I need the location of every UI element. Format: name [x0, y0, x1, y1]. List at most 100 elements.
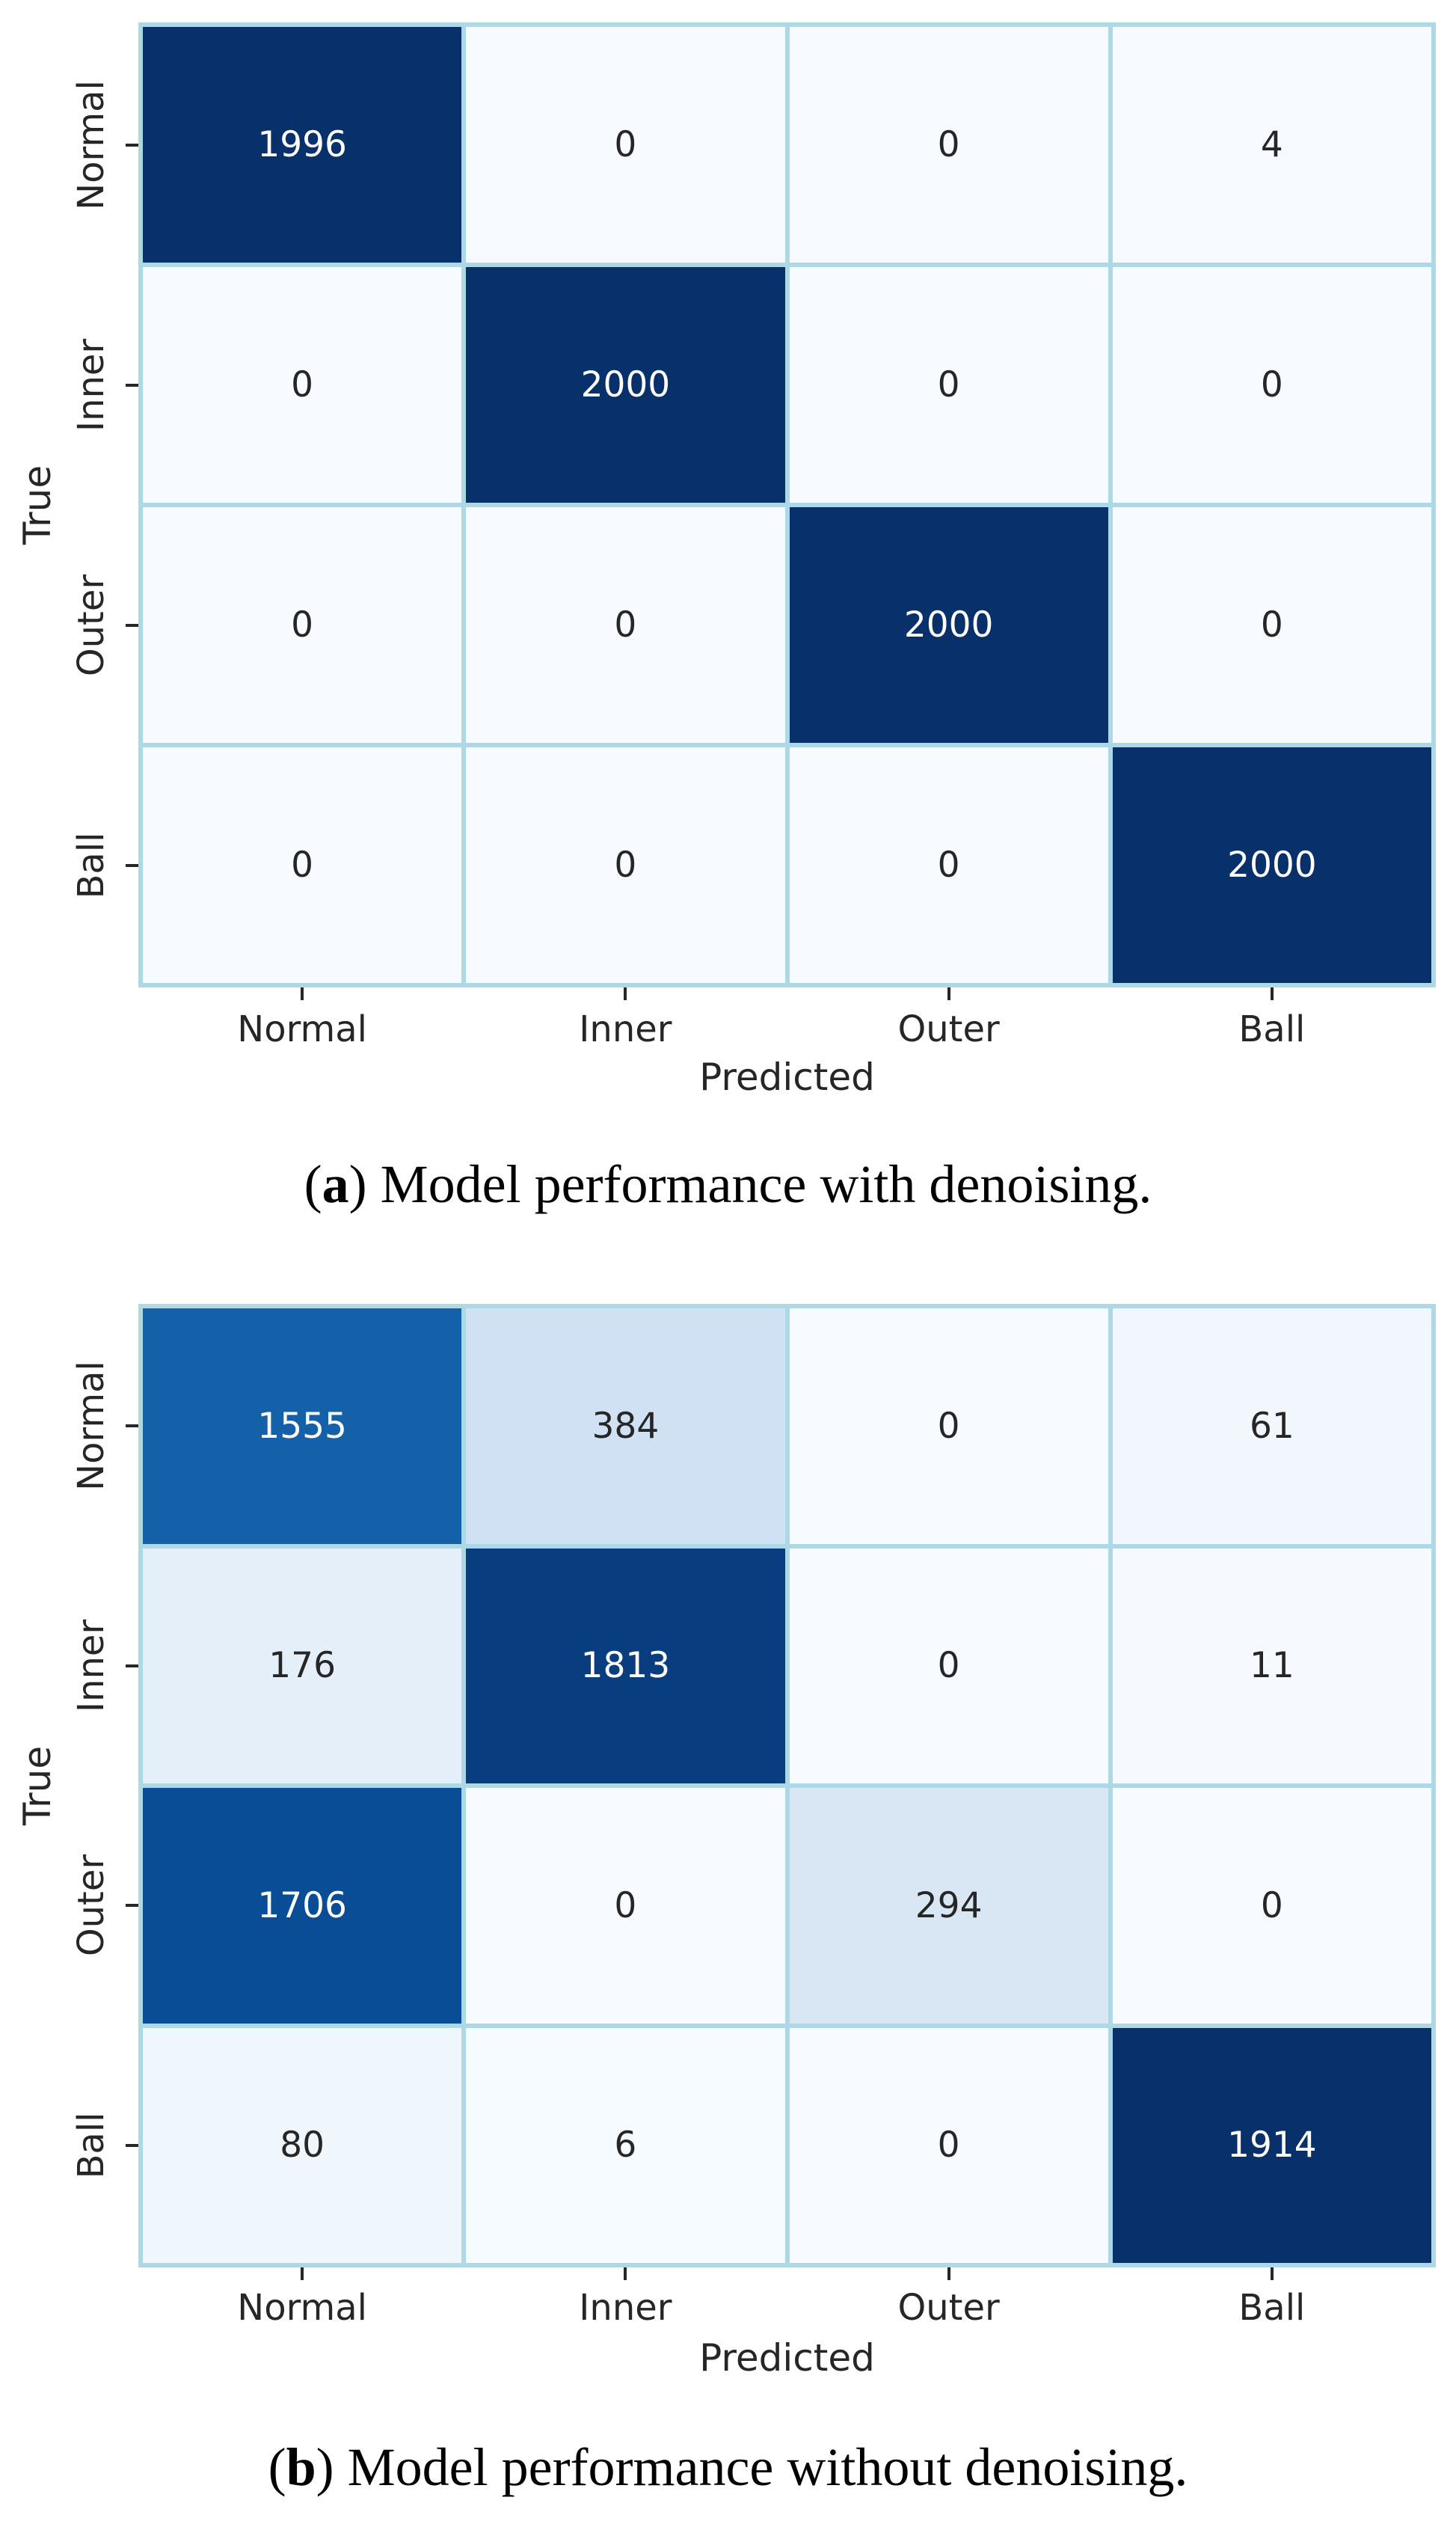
cell-value: 2000 — [1227, 845, 1317, 886]
cell-value: 80 — [280, 2125, 325, 2166]
cell-value: 1914 — [1227, 2125, 1317, 2166]
figure-caption-b: (b) Model performance without denoising. — [0, 2435, 1456, 2499]
heatmap-grid: 1996 0 0 4 0 2000 0 0 0 0 2000 0 0 0 0 2000 — [138, 22, 1436, 987]
y-tick-label: Outer — [70, 1854, 112, 1957]
heatmap-cell: 80 — [143, 2027, 462, 2263]
x-tick-mark — [301, 2267, 304, 2280]
cell-value: 0 — [291, 845, 314, 886]
caption-paren-open: ( — [268, 2436, 286, 2497]
x-tick-mark — [301, 987, 304, 1000]
heatmap-cell: 0 — [143, 267, 462, 503]
y-tick-mark — [126, 383, 138, 387]
caption-paren-close: ) — [316, 2436, 348, 2497]
x-tick-mark — [1270, 987, 1274, 1000]
heatmap-cell: 0 — [789, 267, 1108, 503]
heatmap-cell: 0 — [1112, 1788, 1431, 2024]
cell-value: 294 — [915, 1884, 983, 1926]
y-tick-mark — [126, 143, 138, 147]
cell-value: 0 — [291, 364, 314, 405]
y-tick-label: Ball — [70, 2112, 112, 2179]
heatmap-cell: 0 — [1112, 507, 1431, 743]
cell-value: 4 — [1260, 124, 1283, 165]
x-axis-label: Predicted — [699, 1056, 875, 1099]
cell-value: 0 — [614, 845, 637, 886]
y-tick-mark — [126, 1424, 138, 1428]
x-axis-label: Predicted — [699, 2336, 875, 2380]
heatmap-cell: 1706 — [143, 1788, 462, 2024]
x-tick-mark — [1270, 2267, 1274, 2280]
heatmap-cell: 1813 — [466, 1548, 785, 1783]
cell-value: 0 — [937, 845, 960, 886]
heatmap-cell: 0 — [466, 27, 785, 263]
heatmap-cell: 384 — [466, 1308, 785, 1544]
x-tick-mark — [624, 987, 627, 1000]
heatmap-cell: 0 — [789, 747, 1108, 983]
cell-value: 61 — [1249, 1405, 1294, 1447]
cell-value: 0 — [614, 124, 637, 165]
cell-value: 0 — [614, 604, 637, 646]
caption-text: Model performance without denoising. — [347, 2436, 1188, 2497]
heatmap-grid: 1555 384 0 61 176 1813 0 11 1706 0 294 0 80 6 0 1914 — [138, 1304, 1436, 2267]
cell-value: 0 — [937, 1405, 960, 1447]
cell-value: 0 — [937, 364, 960, 405]
x-tick-label: Ball — [1238, 2287, 1306, 2329]
x-tick-mark — [624, 2267, 627, 2280]
cell-value: 1813 — [580, 1645, 671, 1687]
heatmap-cell: 176 — [143, 1548, 462, 1783]
heatmap-cell: 0 — [789, 27, 1108, 263]
cell-value: 1996 — [257, 124, 347, 165]
cell-value: 1706 — [257, 1884, 347, 1926]
heatmap-cell: 6 — [466, 2027, 785, 2263]
heatmap-cell: 0 — [789, 1548, 1108, 1783]
heatmap-cell: 2000 — [1112, 747, 1431, 983]
y-tick-mark — [126, 623, 138, 627]
cell-value: 0 — [614, 1884, 637, 1926]
cell-value: 0 — [1260, 364, 1283, 405]
heatmap-cell: 294 — [789, 1788, 1108, 2024]
figure-caption-a: (a) Model performance with denoising. — [0, 1152, 1456, 1216]
x-tick-label: Outer — [897, 1008, 1000, 1050]
caption-paren-close: ) — [348, 1154, 381, 1214]
x-tick-label: Normal — [237, 1008, 367, 1050]
y-tick-mark — [126, 2143, 138, 2147]
x-tick-label: Normal — [237, 2287, 367, 2329]
y-tick-mark — [126, 1664, 138, 1667]
heatmap-cell: 0 — [466, 507, 785, 743]
x-tick-label: Inner — [579, 1008, 672, 1050]
y-tick-label: Inner — [70, 1619, 112, 1712]
x-tick-label: Inner — [579, 2287, 672, 2329]
cell-value: 0 — [937, 124, 960, 165]
heatmap-cell: 4 — [1112, 27, 1431, 263]
x-tick-label: Outer — [897, 2287, 1000, 2329]
heatmap-cell: 0 — [143, 747, 462, 983]
heatmap-cell: 11 — [1112, 1548, 1431, 1783]
heatmap-cell: 0 — [143, 507, 462, 743]
y-tick-label: Normal — [70, 1361, 112, 1492]
caption-letter: a — [322, 1154, 349, 1214]
y-tick-mark — [126, 863, 138, 867]
cell-value: 176 — [268, 1645, 336, 1687]
heatmap-cell: 61 — [1112, 1308, 1431, 1544]
cell-value: 0 — [937, 2125, 960, 2166]
heatmap-cell: 0 — [466, 1788, 785, 2024]
cell-value: 2000 — [580, 364, 671, 405]
heatmap-cell: 0 — [1112, 267, 1431, 503]
y-axis-label: True — [16, 1745, 59, 1826]
cell-value: 1555 — [257, 1405, 347, 1447]
cell-value: 0 — [291, 604, 314, 646]
heatmap-cell: 2000 — [466, 267, 785, 503]
cell-value: 2000 — [903, 604, 994, 646]
heatmap-cell: 0 — [789, 1308, 1108, 1544]
heatmap-cell: 2000 — [789, 507, 1108, 743]
caption-text: Model performance with denoising. — [380, 1154, 1152, 1214]
heatmap-cell: 1914 — [1112, 2027, 1431, 2263]
cell-value: 6 — [614, 2125, 637, 2166]
heatmap-cell: 1555 — [143, 1308, 462, 1544]
heatmap-cell: 0 — [789, 2027, 1108, 2263]
heatmap-cell: 0 — [466, 747, 785, 983]
cell-value: 11 — [1249, 1645, 1294, 1687]
x-tick-mark — [947, 987, 950, 1000]
